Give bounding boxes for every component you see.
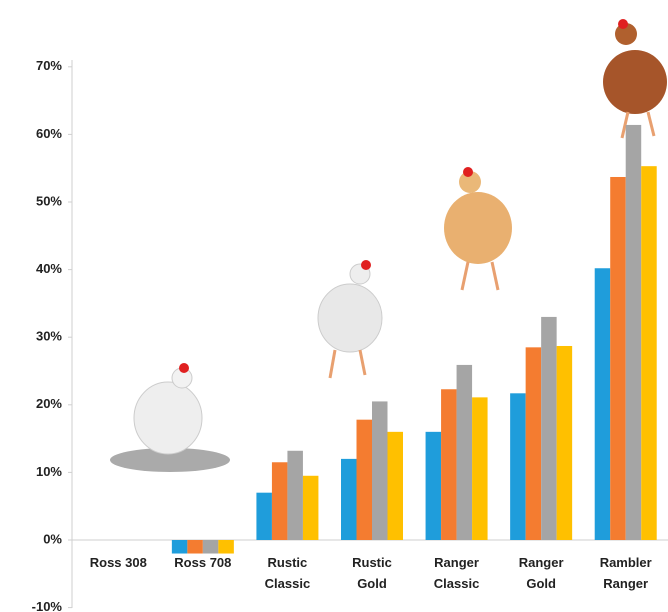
x-tick-label: Ross 308 — [89, 555, 147, 570]
x-tick-label: Ross 708 — [174, 555, 232, 570]
chicken-illustration — [317, 260, 383, 379]
x-tick-label: Rambler Ranger — [599, 555, 652, 591]
bar — [287, 450, 303, 540]
y-tick-label: 50% — [36, 193, 62, 208]
bar — [641, 166, 657, 540]
y-tick-label: 30% — [36, 329, 62, 344]
bar — [425, 431, 442, 540]
y-tick-label: 70% — [36, 58, 62, 73]
y-tick-label: 0% — [43, 531, 62, 546]
bar — [556, 345, 573, 540]
bar — [610, 176, 626, 540]
x-tick-label: Rustic Gold — [352, 555, 392, 591]
bar — [441, 389, 457, 540]
y-tick-label: 20% — [36, 396, 62, 411]
bar — [594, 268, 611, 540]
chicken-illustration — [444, 167, 512, 291]
x-tick-label: Ranger Classic — [433, 555, 480, 591]
bar — [271, 462, 288, 540]
bar — [472, 397, 488, 540]
bar — [541, 316, 557, 540]
bar — [187, 540, 203, 554]
chicken-illustration — [603, 19, 667, 139]
x-tick-label: Ranger Gold — [518, 555, 564, 591]
bar — [171, 540, 188, 554]
y-tick-label: 10% — [36, 464, 62, 479]
bar — [510, 393, 526, 540]
chicken-illustration — [110, 363, 230, 472]
x-tick-label: Rustic Classic — [264, 555, 311, 591]
bar — [356, 419, 372, 540]
bar — [625, 124, 642, 540]
bar — [341, 458, 357, 540]
y-tick-label: 60% — [36, 126, 62, 141]
bar — [218, 540, 234, 554]
bar — [256, 492, 272, 540]
bar — [387, 431, 403, 540]
bar — [525, 347, 542, 540]
y-tick-label: 40% — [36, 261, 62, 276]
bar — [302, 475, 319, 540]
y-tick-label: -10% — [32, 599, 63, 612]
bar — [456, 364, 473, 540]
bar — [202, 540, 219, 554]
bar — [372, 401, 388, 540]
